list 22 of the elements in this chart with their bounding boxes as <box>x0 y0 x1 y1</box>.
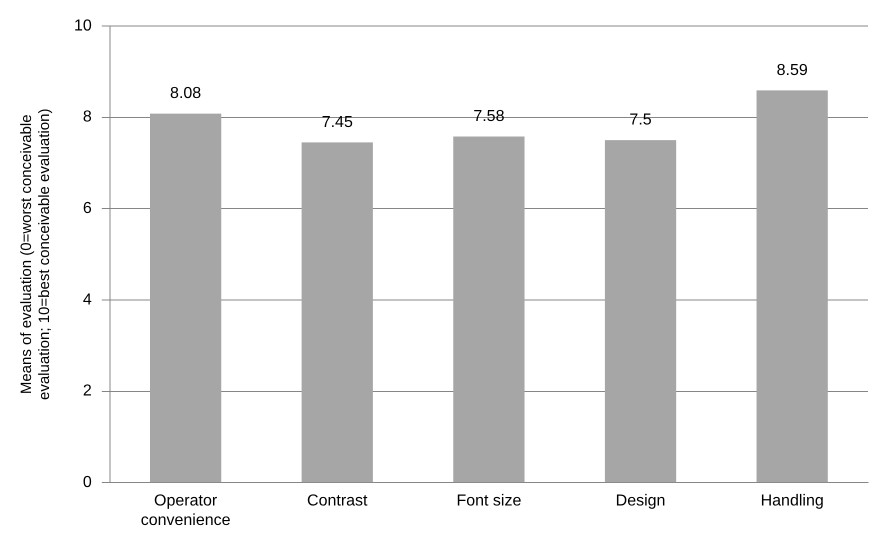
y-tick-label: 2 <box>82 382 92 400</box>
x-tick-label: Design <box>616 492 666 510</box>
x-tick-label: Contrast <box>307 492 368 510</box>
x-tick-label: Handling <box>760 492 824 510</box>
bar <box>150 114 222 482</box>
data-label: 8.08 <box>170 85 202 102</box>
bar <box>756 90 828 482</box>
y-tick-label: 8 <box>82 108 92 126</box>
data-label: 7.5 <box>629 112 652 129</box>
y-tick-label: 0 <box>82 474 92 492</box>
y-tick-label: 4 <box>82 291 92 308</box>
data-label: 7.58 <box>473 108 505 125</box>
y-tick-label: 10 <box>74 17 92 34</box>
data-label: 8.59 <box>776 62 808 79</box>
bar <box>302 142 373 482</box>
y-tick-label: 6 <box>82 200 92 218</box>
x-tick-label: Font size <box>456 492 522 510</box>
y-axis-title: Means of evaluation (0=worst conceivable evaluation; 10=best conceivable evaluation) <box>18 108 54 400</box>
bar <box>604 140 676 482</box>
bar <box>453 136 525 482</box>
data-label: 7.45 <box>322 114 353 131</box>
x-tick-label: Operator convenience <box>140 492 231 529</box>
